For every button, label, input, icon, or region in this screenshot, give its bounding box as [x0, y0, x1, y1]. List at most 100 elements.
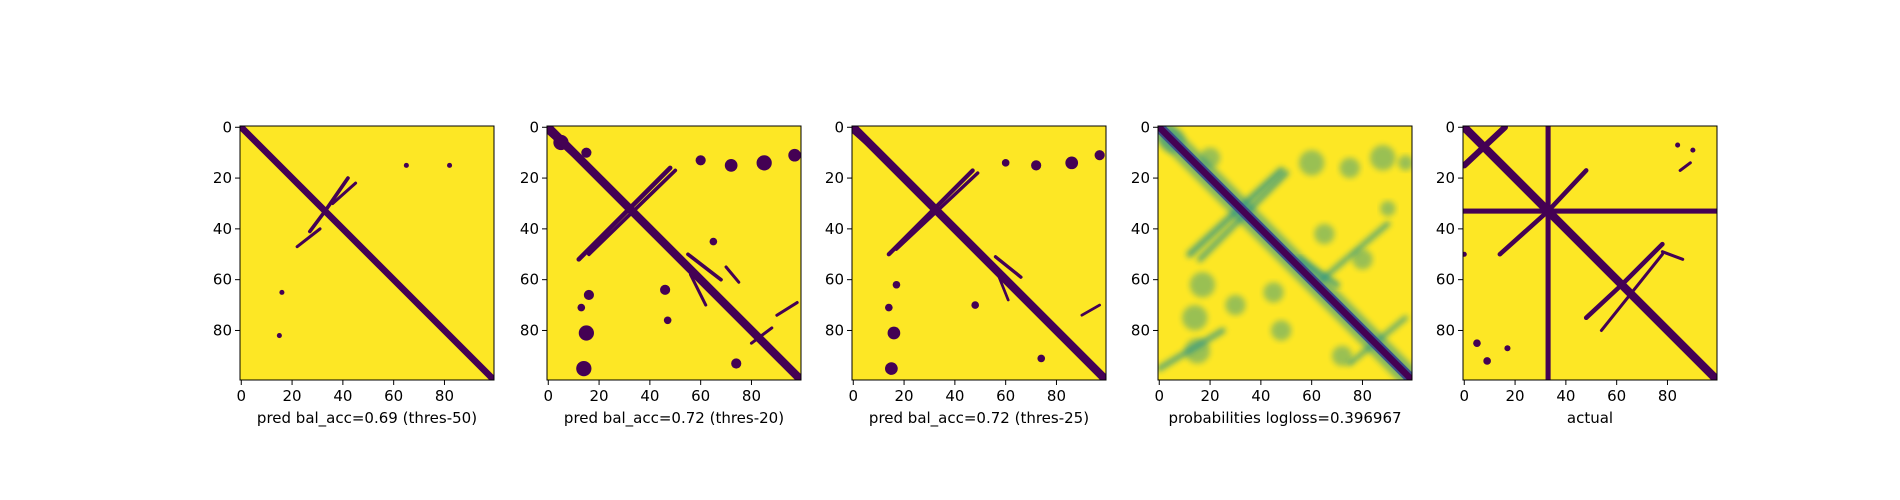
x-tick-label: 20	[1201, 387, 1220, 405]
heatmap-region	[1065, 156, 1079, 170]
heatmap-panel-4: 0 20 40 60 80 0 20 40 60 80 probabilities logloss=…	[1131, 118, 1413, 427]
heatmap-panel-2: 0 20 40 60 80 0 20 40 60 80 pred bal_acc=0.72 (thr…	[520, 118, 802, 428]
heatmap-region	[1298, 150, 1325, 176]
heatmap-region	[1690, 147, 1696, 153]
x-tick-label: 40	[333, 387, 352, 405]
heatmap-region	[887, 326, 901, 340]
axes-frame	[1157, 125, 1413, 381]
heatmap-region	[663, 316, 672, 325]
heatmap-region	[1380, 200, 1396, 217]
heatmap-stripe	[1158, 327, 1226, 372]
heatmap-cells	[547, 126, 801, 380]
x-tick-label: 80	[435, 387, 454, 405]
x-axis-label: pred bal_acc=0.72 (thres-20)	[564, 409, 784, 428]
heatmap-region	[1263, 282, 1284, 303]
x-tick-label: 80	[1658, 387, 1677, 405]
heatmap-stripe	[1545, 168, 1589, 214]
y-tick-label: 0	[1445, 118, 1455, 136]
heatmap-region	[1370, 145, 1396, 171]
y-tick-label: 40	[520, 220, 539, 238]
x-tick-label: 80	[1047, 387, 1066, 405]
x-tick-label: 60	[1302, 387, 1321, 405]
heatmap-region	[1314, 223, 1335, 245]
heatmap-region	[1271, 320, 1292, 341]
heatmap-region	[576, 360, 592, 377]
heatmap-region	[1037, 354, 1046, 363]
heatmap-region	[279, 289, 285, 295]
x-tick-label: 40	[640, 387, 659, 405]
x-tick-label: 40	[1251, 387, 1270, 405]
heatmap-region	[1352, 249, 1373, 270]
heatmap-stripe	[1080, 303, 1102, 317]
y-tick-label: 80	[825, 321, 844, 339]
x-tick-label: 20	[895, 387, 914, 405]
x-tick-label: 0	[236, 387, 246, 405]
y-tick-label: 80	[1436, 321, 1455, 339]
heatmap-region	[731, 358, 742, 369]
heatmap-region	[1189, 272, 1216, 298]
x-tick-label: 40	[945, 387, 964, 405]
heatmap-panel-1: 0 20 40 60 80 0 20 40 60 80 pred bal_acc=0.69 (thr…	[213, 118, 495, 428]
y-tick-label: 60	[213, 271, 232, 289]
heatmap-region	[1031, 160, 1042, 171]
x-tick-label: 0	[543, 387, 553, 405]
heatmap-cells	[1463, 126, 1717, 380]
y-tick-label: 80	[1131, 321, 1150, 339]
x-tick-label: 20	[590, 387, 609, 405]
x-axis-label: actual	[1567, 409, 1613, 427]
x-tick-label: 20	[283, 387, 302, 405]
heatmap-region	[1001, 159, 1010, 167]
axes-frame	[851, 125, 1107, 381]
y-tick-label: 60	[825, 271, 844, 289]
x-axis-label: pred bal_acc=0.72 (thres-25)	[869, 409, 1089, 428]
heatmap-stripe	[1583, 282, 1625, 321]
heatmap-region	[1331, 345, 1353, 367]
axes-frame	[1462, 125, 1718, 381]
heatmap-region	[577, 303, 586, 312]
heatmap-region	[1483, 357, 1491, 365]
x-tick-label: 0	[1459, 387, 1469, 405]
x-tick-label: 0	[848, 387, 858, 405]
y-tick-label: 60	[1436, 271, 1455, 289]
heatmap-region	[578, 325, 594, 341]
heatmap-stripe	[1660, 250, 1685, 261]
x-tick-label: 80	[1353, 387, 1372, 405]
heatmap-region	[1094, 150, 1105, 161]
x-tick-label: 60	[1607, 387, 1626, 405]
x-axis-label: pred bal_acc=0.69 (thres-50)	[257, 409, 477, 428]
y-tick-label: 80	[520, 321, 539, 339]
y-tick-label: 0	[529, 118, 539, 136]
x-axis-label: probabilities logloss=0.396967	[1168, 409, 1401, 427]
y-tick-label: 40	[213, 220, 232, 238]
y-tick-label: 60	[520, 271, 539, 289]
heatmap-cells	[1158, 126, 1412, 380]
x-tick-label: 60	[384, 387, 403, 405]
heatmap-region	[1675, 142, 1681, 148]
heatmap-stripe	[724, 265, 741, 284]
heatmap-stripe	[775, 301, 799, 317]
y-tick-label: 60	[1131, 271, 1150, 289]
heatmap-cells	[240, 126, 494, 380]
heatmap-region	[756, 155, 772, 171]
heatmap-region	[892, 280, 901, 289]
y-tick-label: 40	[825, 220, 844, 238]
heatmap-diagonal	[852, 126, 1106, 380]
heatmap-region	[447, 162, 453, 168]
heatmap-stripe	[688, 273, 708, 307]
x-tick-label: 60	[996, 387, 1015, 405]
heatmap-diagonal	[1158, 126, 1412, 380]
heatmap-band	[1463, 208, 1717, 214]
heatmap-stripe	[308, 209, 327, 234]
heatmap-diagonal	[240, 126, 494, 380]
heatmap-panel-3: 0 20 40 60 80 0 20 40 60 80 pred bal_acc=0.72 (thr…	[825, 118, 1107, 428]
y-tick-label: 40	[1436, 220, 1455, 238]
heatmap-stripe	[576, 165, 673, 262]
heatmap-stripe	[886, 168, 975, 257]
heatmap-region	[581, 147, 592, 158]
y-tick-label: 0	[834, 118, 844, 136]
heatmap-stripe	[993, 255, 1023, 279]
heatmap-panel-5: 0 20 40 60 80 0 20 40 60 80 actual	[1436, 118, 1718, 427]
heatmap-stripe	[323, 176, 350, 213]
heatmap-region	[660, 284, 671, 295]
